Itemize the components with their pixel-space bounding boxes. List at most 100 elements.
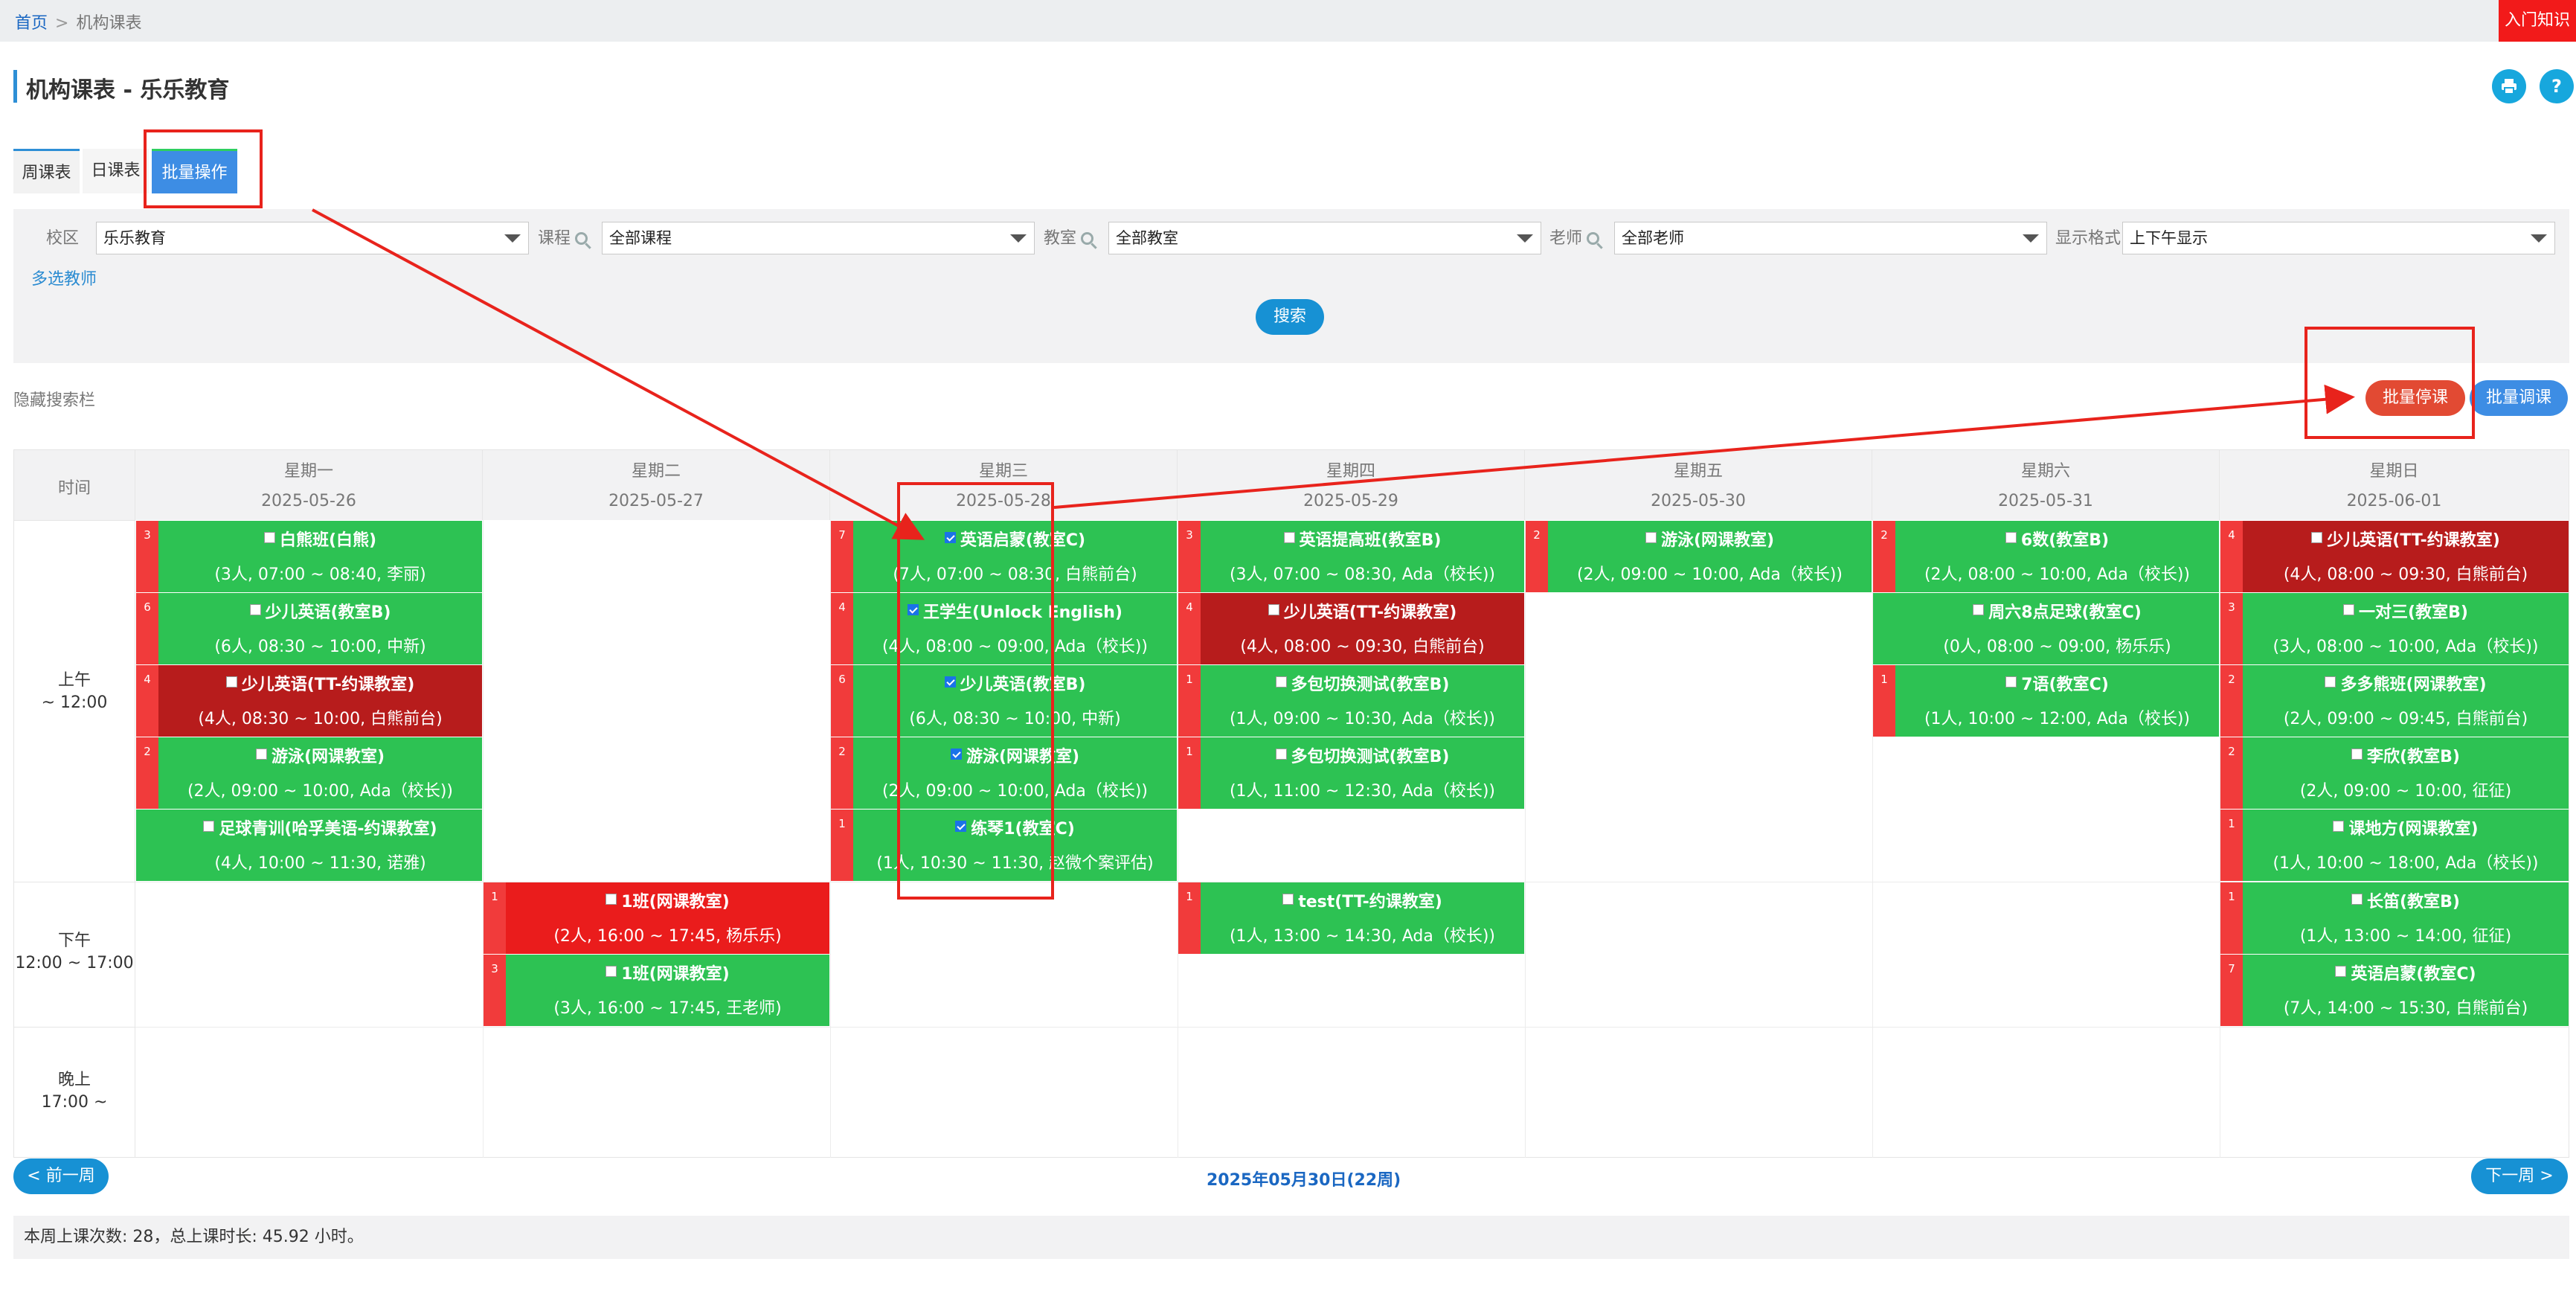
day-header-sun: 星期日 2025-06-01 [2220,450,2569,520]
class-select-checkbox[interactable] [944,532,956,543]
class-block[interactable]: 6 少儿英语(教室B) (6人, 08:30 ~ 10:00, 中新) [831,665,1177,737]
tab-day-schedule[interactable]: 日课表 [83,149,149,193]
tab-batch-operation[interactable]: 批量操作 [152,149,237,193]
class-block[interactable]: 1 7语(教室C) (1人, 10:00 ~ 12:00, Ada（校长)) [1873,665,2219,737]
intro-knowledge-button[interactable]: 入门知识 [2499,0,2576,42]
class-block[interactable]: 2 游泳(网课教室) (2人, 09:00 ~ 10:00, Ada（校长)) [136,737,482,809]
class-count-strip [1178,882,1201,954]
class-block[interactable]: 3 1班(网课教室) (3人, 16:00 ~ 17:45, 王老师) [484,955,829,1026]
tab-week-schedule[interactable]: 周课表 [13,149,80,193]
class-select-checkbox[interactable] [263,532,275,543]
class-select-checkbox[interactable] [2325,676,2336,687]
class-select-checkbox[interactable] [1973,604,1985,615]
help-button[interactable]: ? [2540,69,2574,103]
class-block[interactable]: 3 白熊班(白熊) (3人, 07:00 ~ 08:40, 李丽) [136,521,482,592]
class-block[interactable]: 2 游泳(网课教室) (2人, 09:00 ~ 10:00, Ada（校长)) [1526,521,1872,592]
class-name: 多包切换测试(教室B) [1201,671,1524,695]
class-select-checkbox[interactable] [2333,821,2345,832]
class-select-checkbox[interactable] [2311,532,2323,543]
class-block[interactable]: 1 test(TT-约课教室) (1人, 13:00 ~ 14:30, Ada（校长… [1178,882,1524,954]
class-block[interactable]: 周六8点足球(教室C) (0人, 08:00 ~ 09:00, 杨乐乐) [1873,593,2219,664]
class-count: 1 [1880,673,1888,686]
class-select-checkbox[interactable] [1645,532,1657,543]
class-block[interactable]: 足球青训(哈孚美语-约课教室) (4人, 10:00 ~ 11:30, 诺雅) [136,810,482,881]
class-block[interactable]: 1 多包切换测试(教室B) (1人, 11:00 ~ 12:30, Ada（校长)) [1178,737,1524,809]
class-block[interactable]: 7 英语启蒙(教室C) (7人, 07:00 ~ 08:30, 白熊前台) [831,521,1177,592]
class-block[interactable]: 2 李欣(教室B) (2人, 09:00 ~ 10:00, 征征) [2220,737,2569,809]
class-block[interactable]: 1 1班(网课教室) (2人, 16:00 ~ 17:45, 杨乐乐) [484,882,829,954]
room-select[interactable]: 全部教室 [1108,222,1541,254]
class-count-strip [2220,665,2243,737]
hide-search-bar-link[interactable]: 隐藏搜索栏 [13,391,96,410]
class-detail: (2人, 08:00 ~ 10:00, Ada（校长)) [1924,565,2191,584]
batch-adjust-button[interactable]: 批量调课 [2470,380,2568,416]
class-select-checkbox[interactable] [2005,676,2017,687]
class-block[interactable]: 2 6数(教室B) (2人, 08:00 ~ 10:00, Ada（校长)) [1873,521,2219,592]
class-block[interactable]: 4 少儿英语(TT-约课教室) (4人, 08:00 ~ 09:30, 白熊前台) [2220,521,2569,592]
class-block[interactable]: 2 游泳(网课教室) (2人, 09:00 ~ 10:00, Ada（校长)) [831,737,1177,809]
class-count: 7 [2228,962,2235,975]
class-block[interactable]: 1 练琴1(教室C) (1人, 10:30 ~ 11:30, 赵微个案评估) [831,810,1177,881]
class-select-checkbox[interactable] [2335,966,2347,977]
class-name: 1班(网课教室) [506,888,829,912]
teacher-select-value: 全部老师 [1622,229,1684,247]
class-name: 多包切换测试(教室B) [1201,743,1524,767]
class-block[interactable]: 7 英语启蒙(教室C) (7人, 14:00 ~ 15:30, 白熊前台) [2220,955,2569,1026]
column-divider [830,520,831,1158]
class-select-checkbox[interactable] [1275,676,1287,687]
course-select[interactable]: 全部课程 [602,222,1035,254]
class-block[interactable]: 3 一对三(教室B) (3人, 08:00 ~ 10:00, Ada（校长)) [2220,593,2569,664]
class-count-strip [831,810,853,881]
class-select-checkbox[interactable] [1268,604,1279,615]
class-block[interactable]: 4 王学生(Unlock English) (4人, 08:00 ~ 09:00, … [831,593,1177,664]
class-select-checkbox[interactable] [249,604,261,615]
class-count-strip [136,593,158,664]
class-select-checkbox[interactable] [203,821,215,832]
class-name: 1班(网课教室) [506,961,829,984]
class-detail: (4人, 08:00 ~ 09:30, 白熊前台) [2283,565,2528,584]
breadcrumb: 首页 > 机构课表 [15,10,141,33]
class-block[interactable]: 4 少儿英语(TT-约课教室) (4人, 08:30 ~ 10:00, 白熊前台) [136,665,482,737]
next-week-button[interactable]: 下一周 > [2471,1158,2568,1194]
class-select-checkbox[interactable] [255,749,267,760]
class-name: 英语启蒙(教室C) [853,527,1177,551]
class-detail: (0人, 08:00 ~ 09:00, 杨乐乐) [1943,638,2171,656]
class-block[interactable]: 1 多包切换测试(教室B) (1人, 09:00 ~ 10:30, Ada（校长)) [1178,665,1524,737]
class-select-checkbox[interactable] [1282,894,1294,905]
previous-week-button[interactable]: < 前一周 [13,1158,109,1194]
class-select-checkbox[interactable] [1283,532,1295,543]
class-select-checkbox[interactable] [2343,604,2355,615]
class-block[interactable]: 2 多多熊班(网课教室) (2人, 09:00 ~ 09:45, 白熊前台) [2220,665,2569,737]
room-label: 教室 [1044,225,1094,249]
class-select-checkbox[interactable] [2005,532,2017,543]
annotation-box-batch-tab [144,129,263,208]
teacher-select[interactable]: 全部老师 [1614,222,2047,254]
batch-stop-button[interactable]: 批量停课 [2365,380,2465,416]
class-select-checkbox[interactable] [950,749,962,760]
class-select-checkbox[interactable] [225,676,237,687]
class-select-checkbox[interactable] [2351,749,2363,760]
class-block[interactable]: 6 少儿英语(教室B) (6人, 08:30 ~ 10:00, 中新) [136,593,482,664]
class-select-checkbox[interactable] [606,894,617,905]
display-format-select[interactable]: 上下午显示 [2122,222,2555,254]
multi-select-teacher-link[interactable]: 多选教师 [31,270,97,289]
class-block[interactable]: 3 英语提高班(教室B) (3人, 07:00 ~ 08:30, Ada（校长)) [1178,521,1524,592]
class-select-checkbox[interactable] [908,604,919,615]
campus-select[interactable]: 乐乐教育 [96,222,529,254]
class-select-checkbox[interactable] [955,821,967,832]
class-select-checkbox[interactable] [606,966,617,977]
class-block[interactable]: 4 少儿英语(TT-约课教室) (4人, 08:00 ~ 09:30, 白熊前台) [1178,593,1524,664]
search-button[interactable]: 搜索 [1256,299,1324,335]
class-block[interactable]: 1 课地方(网课教室) (1人, 10:00 ~ 18:00, Ada（校长)) [2220,810,2569,881]
class-select-checkbox[interactable] [944,676,956,687]
campus-label: 校区 [46,229,80,248]
class-select-checkbox[interactable] [1275,749,1287,760]
class-count: 1 [491,890,498,903]
print-button[interactable] [2492,69,2526,103]
class-block[interactable]: 1 长笛(教室B) (1人, 13:00 ~ 14:00, 征征) [2220,882,2569,954]
class-count-strip [1178,593,1201,664]
breadcrumb-home-link[interactable]: 首页 [15,14,48,33]
class-name: 白熊班(白熊) [158,527,482,551]
class-select-checkbox[interactable] [2351,894,2363,905]
